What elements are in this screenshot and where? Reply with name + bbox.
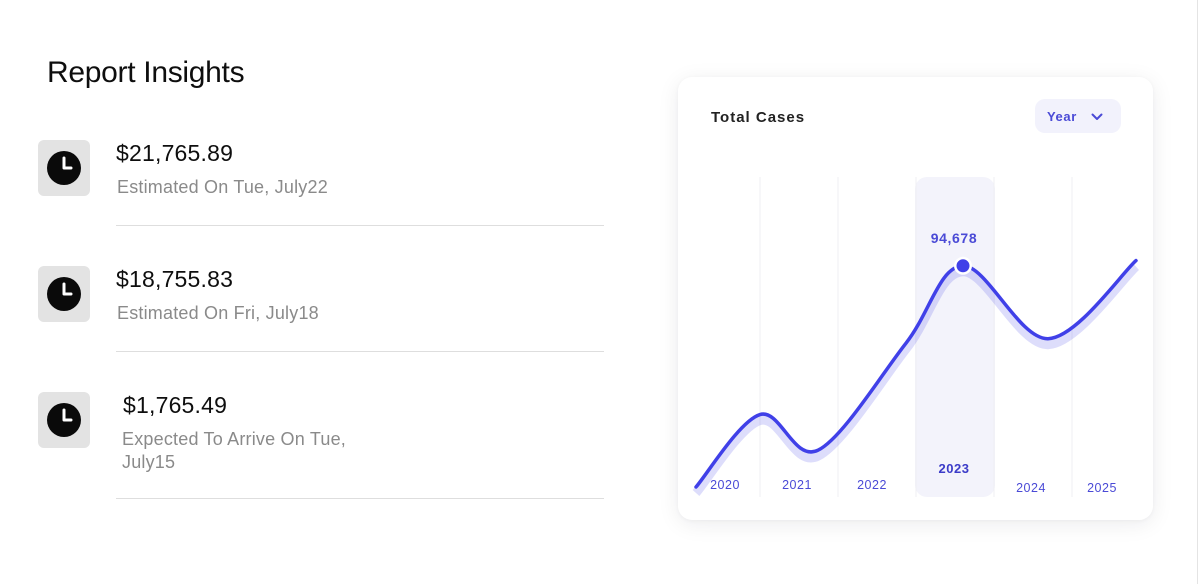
clock-icon <box>38 140 90 196</box>
divider <box>116 498 604 499</box>
series-line-shadow <box>692 263 1140 496</box>
x-tick-label: 2024 <box>1016 481 1046 495</box>
insight-item: $1,765.49 Expected To Arrive On Tue, Jul… <box>38 392 604 499</box>
x-tick-label: 2023 <box>939 461 970 476</box>
insight-description: Expected To Arrive On Tue, July15 <box>122 429 346 472</box>
x-tick-label: 2021 <box>782 478 812 492</box>
insight-amount: $18,755.83 <box>116 266 234 292</box>
total-cases-card: 94,678 2020 2021 2022 2023 2024 2025 Total Cas… <box>678 77 1153 520</box>
insight-item: $18,755.83 Estimated On Fri, July18 <box>38 266 604 352</box>
clock-icon <box>38 392 90 448</box>
clock-icon <box>38 266 90 322</box>
x-tick-label: 2025 <box>1087 481 1117 495</box>
divider <box>116 225 604 226</box>
highlight-band <box>915 177 995 497</box>
line-chart: 94,678 2020 2021 2022 2023 2024 2025 <box>692 177 1140 497</box>
page-edge-divider <box>1197 0 1198 584</box>
chevron-down-icon <box>1091 109 1103 124</box>
highlight-point[interactable] <box>956 259 970 273</box>
x-tick-label: 2020 <box>710 478 740 492</box>
insight-amount: $1,765.49 <box>123 392 228 418</box>
insight-item: $21,765.89 Estimated On Tue, July22 <box>38 140 604 226</box>
highlight-value-label: 94,678 <box>931 230 977 246</box>
series-line <box>694 258 1138 489</box>
insight-description: Estimated On Tue, July22 <box>117 177 328 197</box>
period-dropdown[interactable]: Year <box>1035 99 1121 133</box>
divider <box>116 351 604 352</box>
x-tick-label: 2022 <box>857 478 887 492</box>
insight-amount: $21,765.89 <box>116 140 234 166</box>
page-title: Report Insights <box>47 56 245 89</box>
card-title: Total Cases <box>711 109 806 126</box>
insight-description: Estimated On Fri, July18 <box>117 303 319 323</box>
period-dropdown-value: Year <box>1047 108 1077 124</box>
